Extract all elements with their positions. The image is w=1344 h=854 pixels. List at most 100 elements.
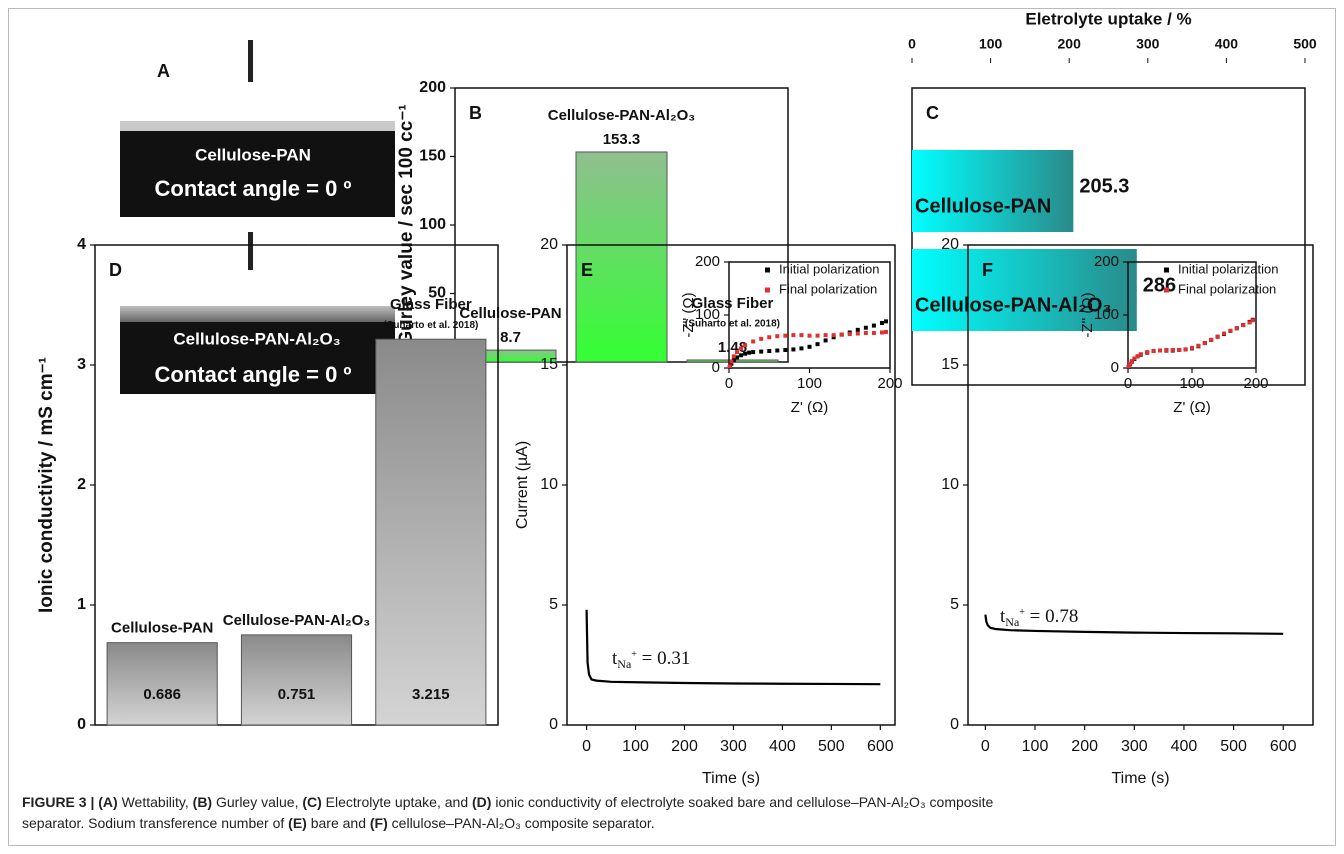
y-tick-label: 5 <box>950 596 959 613</box>
y-tick-label: 200 <box>1094 253 1119 270</box>
x-tick-label: 100 <box>797 375 822 392</box>
y-tick-label: 3 <box>77 356 86 373</box>
y-axis-label: -Z'' (Ω) <box>1079 292 1096 337</box>
photo-subtitle: Contact angle = 0 º <box>155 176 352 201</box>
point <box>731 358 736 363</box>
point <box>1209 337 1214 342</box>
panel-label: D <box>109 260 122 280</box>
point <box>731 354 736 359</box>
category-label: Cellulose-PAN-Al₂O₃ <box>223 612 371 629</box>
category-label: Cellulose-PAN <box>111 620 213 637</box>
caption-text: (B) <box>192 794 213 810</box>
point <box>1177 347 1182 352</box>
point <box>1158 348 1162 353</box>
caption-line: separator. Sodium transference number of… <box>22 813 1322 834</box>
y-axis-label: Gurley value / sec 100 cc⁻¹ <box>396 104 417 345</box>
y-tick-label: 100 <box>419 216 446 233</box>
point <box>815 333 820 338</box>
point <box>1215 334 1220 339</box>
point <box>1196 343 1201 348</box>
point <box>775 348 780 353</box>
value-label: 205.3 <box>1079 175 1129 197</box>
point <box>1129 359 1134 364</box>
point <box>883 319 888 324</box>
x-tick-label: 200 <box>1243 375 1268 392</box>
x-tick-label: 0 <box>908 36 916 52</box>
annotation-part: = 0.31 <box>637 648 690 669</box>
legend-label: Initial polarization <box>779 261 879 276</box>
caption: FIGURE 3 | (A) Wettability, (B) Gurley v… <box>22 792 1322 834</box>
point <box>1151 349 1156 354</box>
point <box>767 349 772 354</box>
point <box>729 361 734 366</box>
category-label: Cellulose-PAN <box>915 195 1051 217</box>
point <box>807 333 812 338</box>
point <box>823 338 828 343</box>
point <box>1250 318 1255 323</box>
x-tick-label: 0 <box>582 738 591 755</box>
point <box>735 355 740 360</box>
point <box>1132 356 1137 361</box>
point <box>879 320 884 325</box>
y-tick-label: 0 <box>549 716 558 733</box>
legend-label: Initial polarization <box>1178 261 1278 276</box>
point <box>1126 364 1131 369</box>
y-tick-label: 2 <box>77 476 86 493</box>
y-tick-label: 100 <box>1094 306 1119 323</box>
caption-text: bare and <box>306 815 370 831</box>
photo-subtitle: Contact angle = 0 º <box>155 362 352 387</box>
y-tick-label: 1 <box>77 596 86 613</box>
x-tick-label: 200 <box>1058 36 1082 52</box>
caption-text: (F) <box>369 815 388 831</box>
caption-text: (D) <box>472 794 492 810</box>
x-tick-label: 300 <box>1121 738 1148 755</box>
y-tick-label: 0 <box>77 716 86 733</box>
figure: A Cellulose-PAN Contact angle = 0 º Cell… <box>36 9 1317 787</box>
point <box>855 331 860 336</box>
point <box>739 346 744 351</box>
x-tick-label: 100 <box>622 738 649 755</box>
point <box>783 347 788 352</box>
x-tick-label: 500 <box>1220 738 1247 755</box>
point <box>747 350 752 355</box>
point <box>823 333 828 338</box>
annotation-part: t <box>612 648 618 669</box>
x-tick-label: 500 <box>1293 36 1317 52</box>
x-tick-label: 200 <box>877 375 902 392</box>
point <box>727 364 732 369</box>
panel-label: A <box>157 61 170 81</box>
y-tick-label: 100 <box>695 306 720 323</box>
category-label: Cellulose-PAN <box>459 305 561 322</box>
y-tick-label: 0 <box>712 359 720 376</box>
y-tick-label: 10 <box>540 476 558 493</box>
category-label: (Suharto et al. 2018) <box>685 319 780 330</box>
y-tick-label: 20 <box>941 236 959 253</box>
point <box>739 353 744 358</box>
caption-text: separator. Sodium transference number of <box>22 815 289 831</box>
line <box>984 614 1284 635</box>
point <box>1183 347 1188 352</box>
point <box>871 323 876 328</box>
point <box>775 334 780 339</box>
point <box>863 325 868 330</box>
droplet-surface <box>120 306 395 324</box>
point <box>839 332 844 337</box>
point <box>1202 341 1207 346</box>
point <box>1145 350 1150 355</box>
caption-text: Electrolyte uptake, and <box>321 794 472 810</box>
point <box>1138 352 1143 357</box>
point <box>729 359 734 364</box>
photo-title: Cellulose-PAN-Al₂O₃ <box>173 329 340 348</box>
caption-text: Wettability, <box>117 794 193 810</box>
value-label: 8.7 <box>500 329 521 346</box>
x-tick-label: 200 <box>671 738 698 755</box>
point <box>815 342 820 347</box>
point <box>791 333 796 338</box>
point <box>1228 328 1233 333</box>
value-label: 0.751 <box>278 686 316 703</box>
caption-text: ionic conductivity of electrolyte soaked… <box>491 794 994 810</box>
y-tick-label: 0 <box>950 716 959 733</box>
point <box>1222 331 1226 336</box>
photo <box>120 322 395 394</box>
y-tick-label: 15 <box>941 356 959 373</box>
